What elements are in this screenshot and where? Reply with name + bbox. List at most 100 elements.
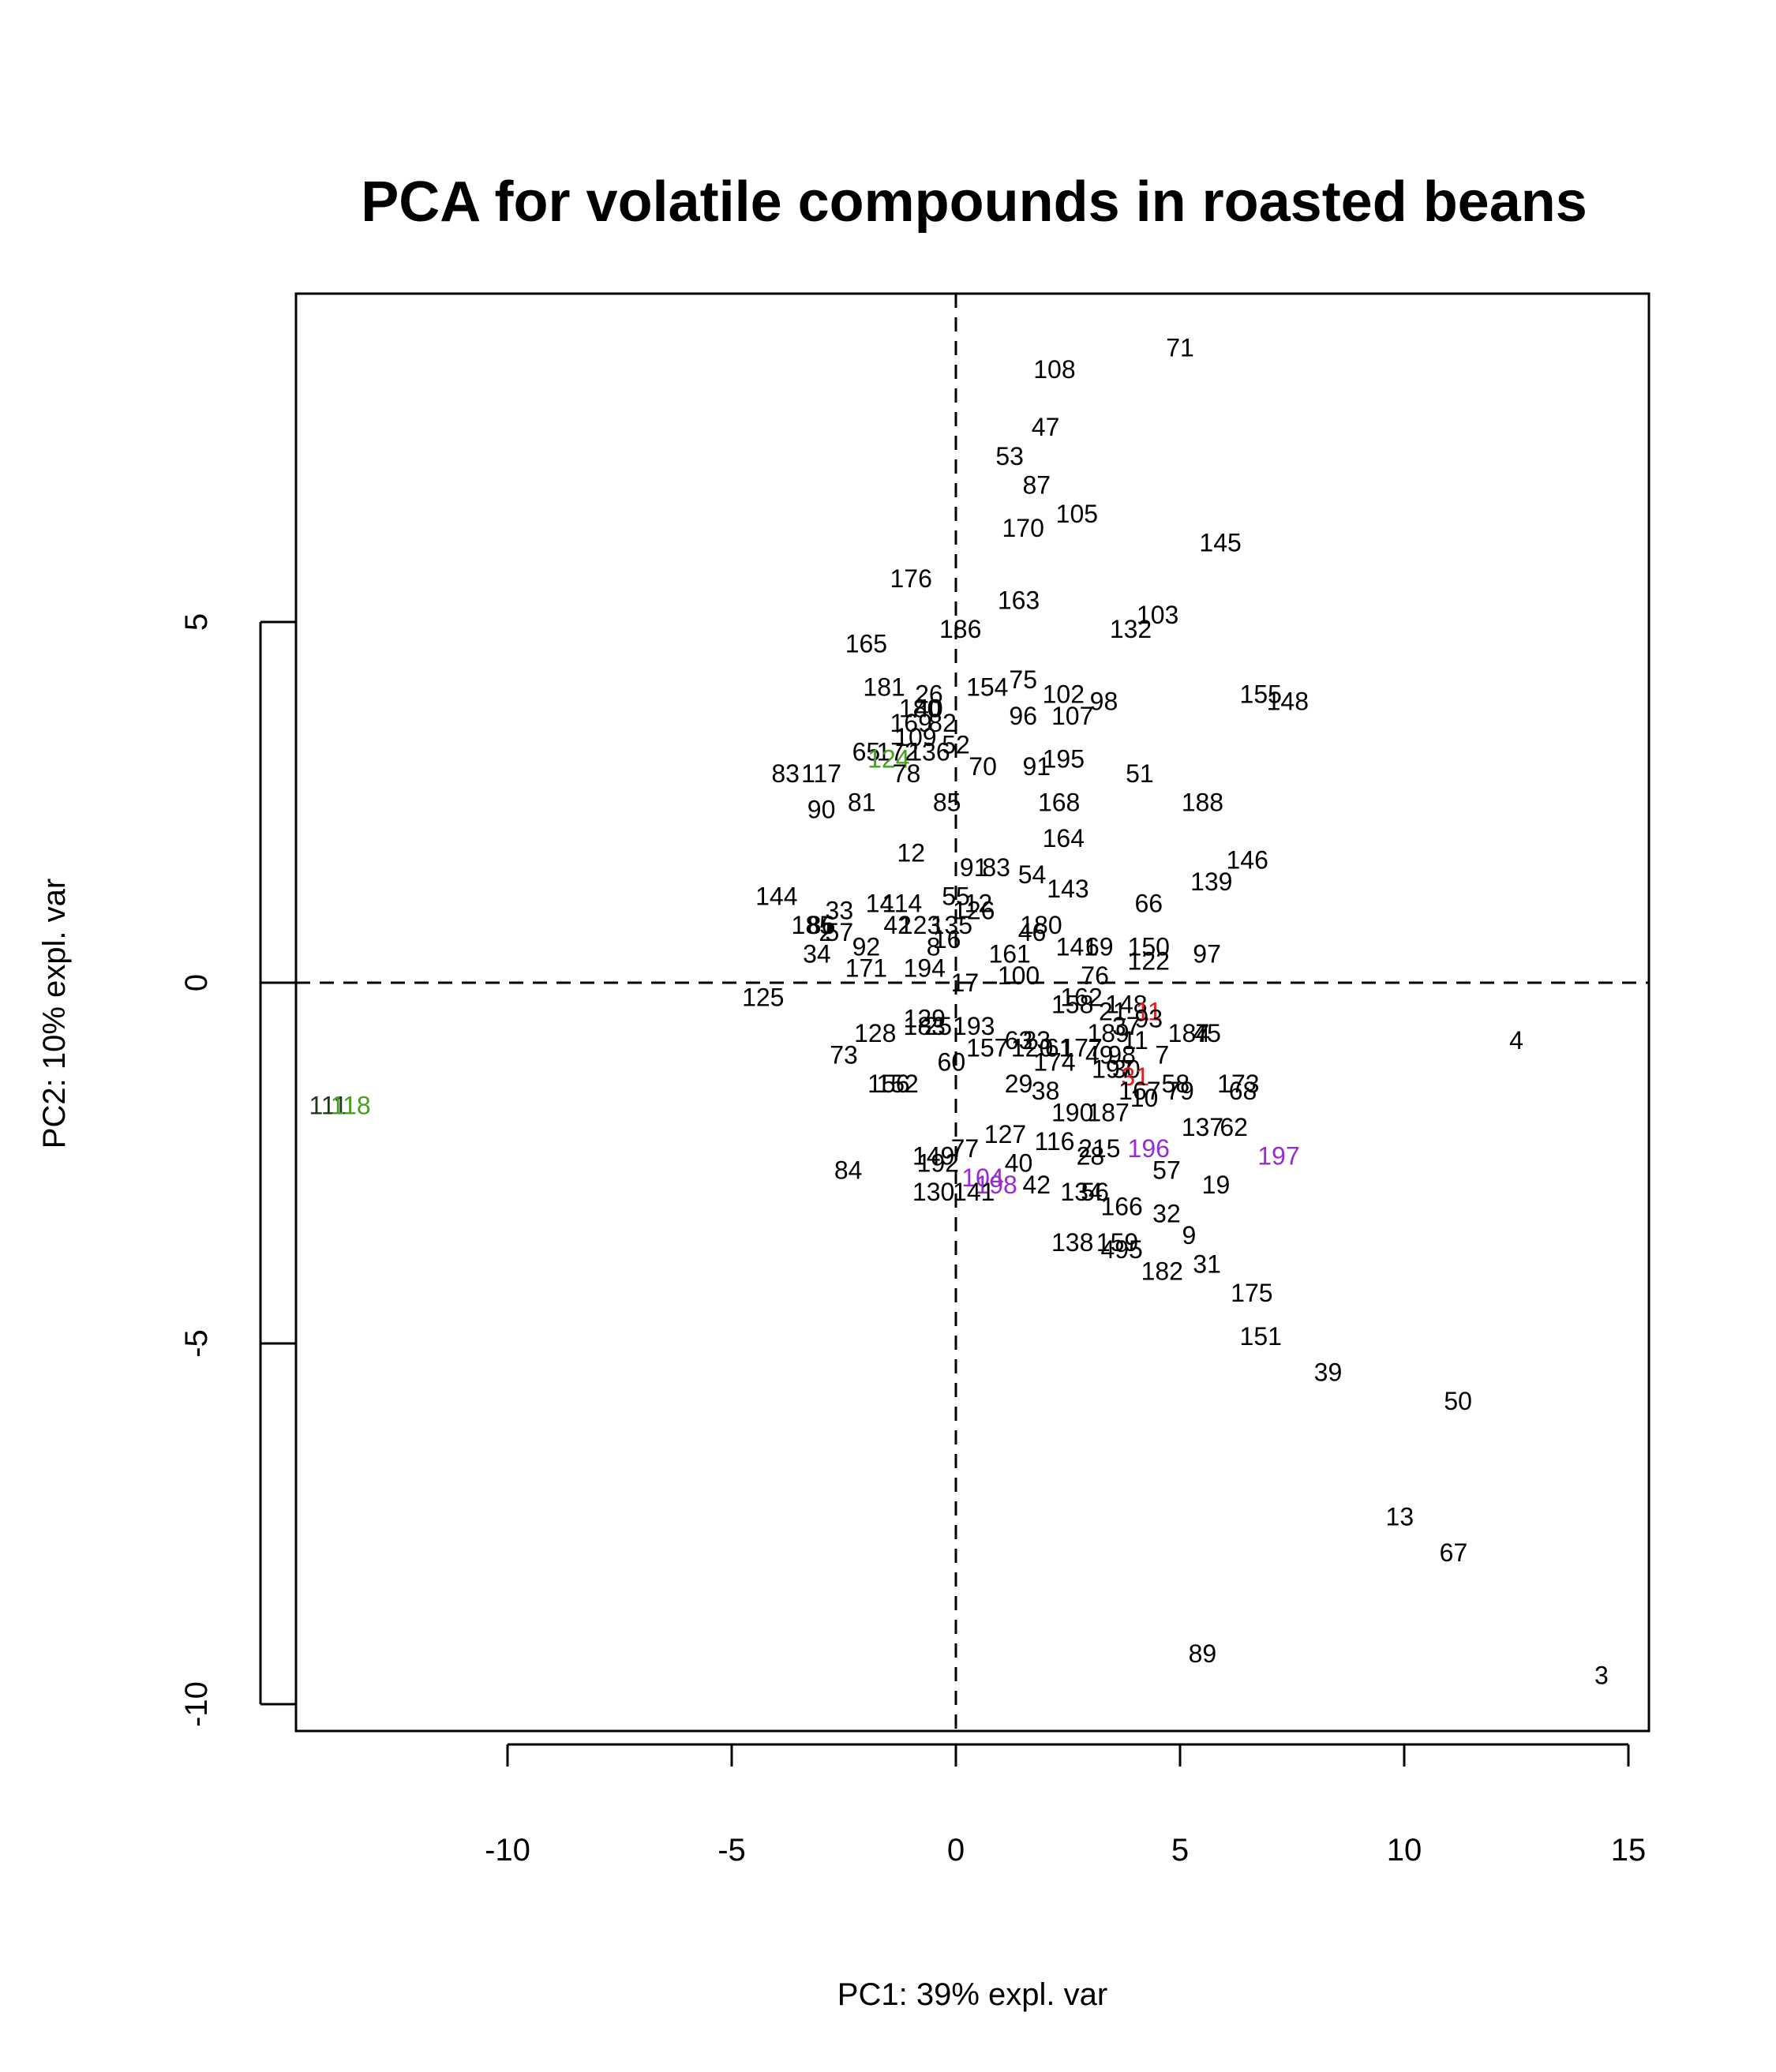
x-tick-label: -10 [485,1833,530,1868]
y-tick-label: -5 [179,1329,214,1358]
point-label-21: 21 [1099,998,1127,1026]
point-label-86: 86 [807,911,836,939]
point-label-155: 155 [1240,680,1282,708]
point-label-68: 68 [1229,1077,1257,1105]
point-label-62: 62 [1220,1113,1248,1141]
y-tick-label: 5 [179,613,214,631]
point-label-55: 55 [942,882,970,910]
point-label-29: 29 [1005,1070,1033,1098]
point-label-125: 125 [742,983,784,1011]
point-label-104: 104 [961,1163,1003,1192]
point-label-148: 148 [1267,688,1309,716]
point-label-117: 117 [801,759,841,788]
chart-title: PCA for volatile compounds in roasted be… [361,170,1587,234]
point-label-12: 12 [897,838,925,867]
point-label-159: 159 [1096,1228,1138,1257]
point-label-180: 180 [1020,911,1062,939]
point-label-11: 11 [1122,1026,1148,1055]
point-label-75: 75 [1009,665,1037,694]
point-label-109: 109 [894,723,936,751]
point-label-76: 76 [1081,961,1109,990]
point-label-192: 192 [917,1149,959,1178]
point-label-81: 81 [848,789,876,817]
point-label-89: 89 [1189,1639,1217,1668]
point-label-37: 37 [1112,1012,1141,1040]
y-axis: -10 -5 0 5 [179,613,296,1727]
point-label-197: 197 [1257,1141,1299,1170]
point-label-38: 38 [1032,1077,1060,1105]
point-label-120: 120 [1011,1033,1053,1062]
point-label-19: 19 [1202,1171,1231,1199]
point-label-90: 90 [807,796,836,824]
point-label-168: 168 [1038,789,1080,817]
point-label-11: 11 [1136,998,1162,1026]
point-label-98: 98 [1090,688,1118,716]
point-label-9: 9 [1182,1221,1196,1250]
y-axis-label: PC2: 10% expl. var [37,879,72,1148]
point-label-130: 130 [912,1178,954,1206]
point-label-33: 33 [826,897,854,925]
point-label-30: 30 [1112,1055,1141,1084]
point-label-116: 116 [1034,1127,1074,1156]
point-label-197: 197 [1092,1055,1133,1084]
point-label-123: 123 [899,911,941,939]
point-label-139: 139 [1190,867,1232,896]
point-label-151: 151 [1240,1322,1282,1351]
point-label-7: 7 [1196,1019,1210,1047]
plot-frame [294,292,1650,1733]
point-label-84: 84 [834,1156,863,1185]
point-label-136: 136 [908,738,950,766]
point-label-183: 183 [904,1012,946,1040]
point-label-93: 93 [1134,1005,1163,1033]
point-label-60: 60 [938,1048,966,1077]
x-tick-label: 10 [1387,1833,1422,1868]
point-label-128: 128 [854,1019,896,1047]
point-label-190: 190 [1051,1099,1093,1127]
point-label-137: 137 [1182,1113,1223,1141]
point-label-495: 495 [1100,1235,1142,1264]
score-points: 7110847538710517014517616310313218616518… [309,334,1608,1690]
point-label-69: 69 [1085,932,1114,961]
point-label-174: 174 [1033,1048,1075,1077]
point-label-12: 12 [965,889,993,917]
point-label-156: 156 [867,1070,909,1098]
point-label-49: 49 [1085,1040,1114,1069]
x-axis-label: PC1: 39% expl. var [837,1977,1107,2012]
point-label-215: 215 [1078,1134,1120,1163]
y-tick-label: -10 [179,1681,214,1727]
point-label-145: 145 [1199,528,1241,556]
point-label-158: 158 [1051,990,1093,1018]
x-tick-label: 0 [947,1833,965,1868]
point-label-13: 13 [1386,1502,1414,1531]
point-label-83: 83 [982,853,1010,882]
point-label-150: 150 [1128,932,1170,961]
point-label-149: 149 [912,1141,954,1170]
point-label-152: 152 [876,1070,918,1098]
point-label-103: 103 [1137,601,1178,629]
point-label-105: 105 [1056,500,1098,528]
point-label-177: 177 [1060,1033,1102,1062]
point-label-132: 132 [1110,615,1152,643]
point-label-196: 196 [1128,1134,1170,1163]
point-label-14: 14 [866,889,894,917]
point-label-126: 126 [953,897,995,925]
point-label-51: 51 [1126,759,1154,788]
point-label-7: 7 [1155,1040,1169,1069]
point-label-87: 87 [1022,470,1051,499]
point-label-31: 31 [1193,1250,1221,1278]
point-label-198: 198 [975,1171,1017,1199]
point-label-172: 172 [876,738,918,766]
point-label-166: 166 [1100,1192,1142,1220]
point-label-107: 107 [1051,702,1093,730]
point-label-67: 67 [1440,1538,1468,1567]
point-label-71: 71 [1166,334,1194,362]
point-label-91: 91 [1022,752,1051,781]
point-label-70: 70 [969,752,997,781]
point-label-108: 108 [1033,355,1075,384]
point-label-122: 122 [1128,947,1170,976]
point-label-97: 97 [1193,939,1221,968]
point-label-3: 3 [1594,1661,1609,1689]
point-label-26: 26 [915,680,943,708]
point-label-124: 124 [867,745,909,774]
point-label-78: 78 [893,759,921,788]
